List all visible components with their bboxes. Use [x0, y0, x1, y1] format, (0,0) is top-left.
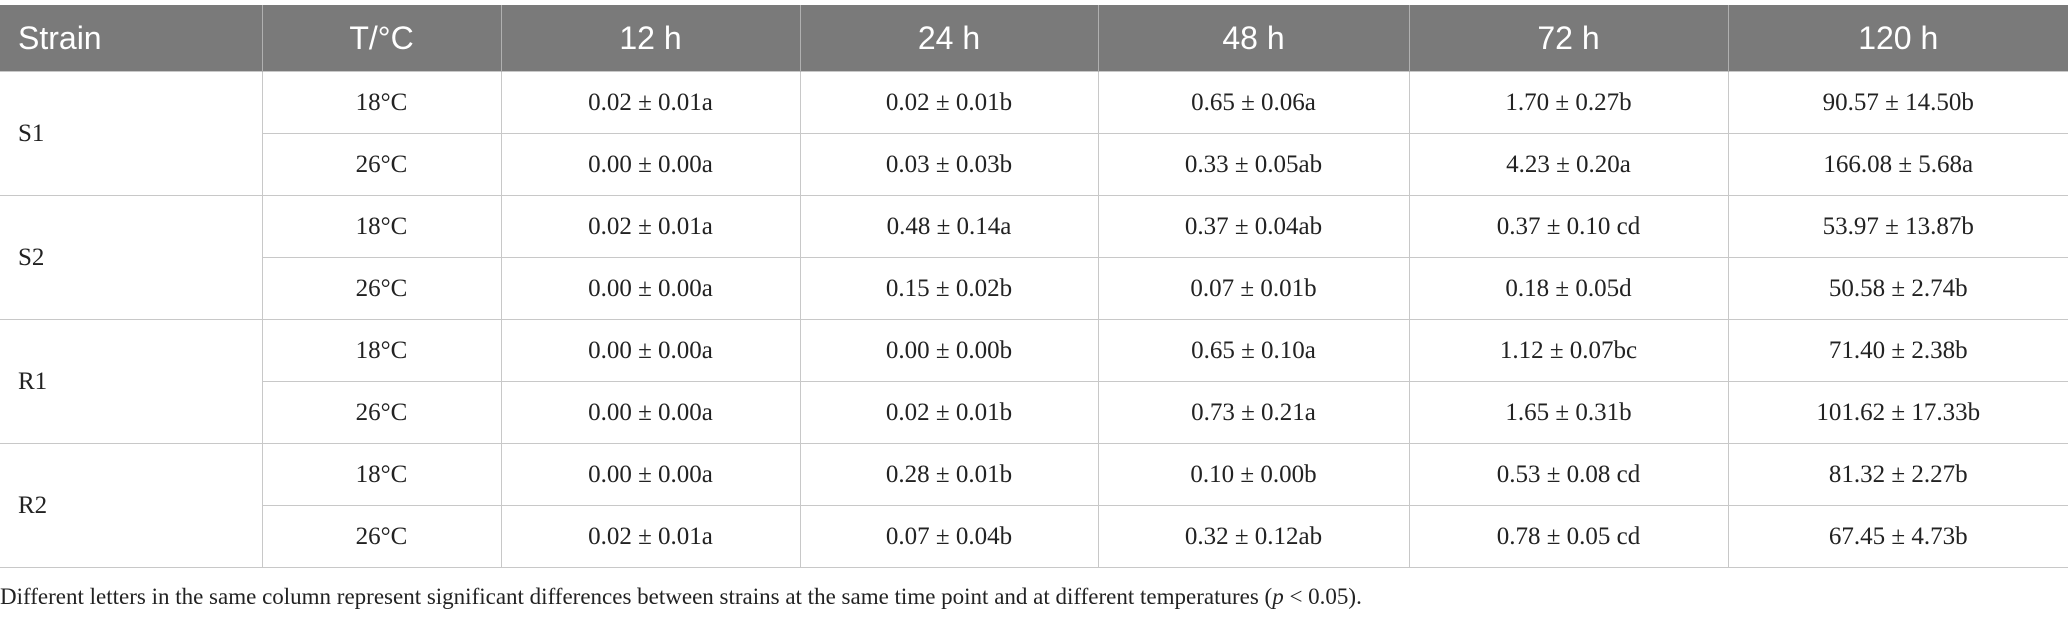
- temperature-cell: 26°C: [261, 133, 502, 196]
- temperature-cell: 26°C: [261, 257, 502, 320]
- table-cell: 0.02 ± 0.01b: [799, 381, 1099, 444]
- table-cell: 71.40 ± 2.38b: [1727, 319, 2068, 382]
- strain-cell: R2: [0, 443, 263, 568]
- header-temperature: T/°C: [261, 5, 501, 72]
- table-cell: 81.32 ± 2.27b: [1727, 443, 2068, 506]
- table-cell: 0.00 ± 0.00a: [500, 133, 801, 196]
- table-cell: 0.32 ± 0.12ab: [1097, 505, 1410, 568]
- table-cell: 0.48 ± 0.14a: [799, 195, 1099, 258]
- temperature-cell: 18°C: [261, 443, 502, 506]
- table-cell: 0.02 ± 0.01b: [799, 71, 1099, 134]
- table-cell: 1.12 ± 0.07bc: [1408, 319, 1729, 382]
- table-cell: 53.97 ± 13.87b: [1727, 195, 2068, 258]
- table-cell: 0.03 ± 0.03b: [799, 133, 1099, 196]
- temperature-cell: 18°C: [261, 71, 502, 134]
- table-cell: 0.73 ± 0.21a: [1097, 381, 1410, 444]
- table-cell: 67.45 ± 4.73b: [1727, 505, 2068, 568]
- table-cell: 0.10 ± 0.00b: [1097, 443, 1410, 506]
- table-cell: 0.02 ± 0.01a: [500, 195, 801, 258]
- header-24h: 24 h: [799, 5, 1098, 72]
- temperature-cell: 18°C: [261, 195, 502, 258]
- results-table-container: Strain T/°C 12 h 24 h 48 h 72 h 120 h S1…: [0, 5, 2068, 568]
- table-cell: 0.00 ± 0.00b: [799, 319, 1099, 382]
- strain-cell: S2: [0, 195, 263, 320]
- table-row: S1 18°C 0.02 ± 0.01a 0.02 ± 0.01b 0.65 ±…: [0, 71, 2068, 196]
- table-cell: 0.15 ± 0.02b: [799, 257, 1099, 320]
- temperature-cell: 18°C: [261, 319, 502, 382]
- table-row: 26°C 0.00 ± 0.00a 0.02 ± 0.01b 0.73 ± 0.…: [0, 381, 2068, 444]
- header-row: Strain T/°C 12 h 24 h 48 h 72 h 120 h: [0, 5, 2068, 72]
- table-row: 26°C 0.00 ± 0.00a 0.15 ± 0.02b 0.07 ± 0.…: [0, 257, 2068, 320]
- header-strain: Strain: [0, 5, 262, 72]
- table-cell: 0.65 ± 0.06a: [1097, 71, 1410, 134]
- temperature-cell: 26°C: [261, 505, 502, 568]
- table-row: R2 18°C 0.00 ± 0.00a 0.28 ± 0.01b 0.10 ±…: [0, 443, 2068, 568]
- footnote-text: Different letters in the same column rep…: [0, 584, 1273, 609]
- temperature-cell: 26°C: [261, 381, 502, 444]
- table-cell: 0.00 ± 0.00a: [500, 319, 801, 382]
- results-table: Strain T/°C 12 h 24 h 48 h 72 h 120 h S1…: [0, 5, 2068, 568]
- header-48h: 48 h: [1097, 5, 1409, 72]
- header-120h: 120 h: [1727, 5, 2068, 72]
- table-cell: 0.07 ± 0.01b: [1097, 257, 1410, 320]
- table-cell: 0.37 ± 0.10 cd: [1408, 195, 1729, 258]
- table-row: 26°C 0.00 ± 0.00a 0.03 ± 0.03b 0.33 ± 0.…: [0, 133, 2068, 196]
- strain-cell: R1: [0, 319, 263, 444]
- header-12h: 12 h: [500, 5, 800, 72]
- table-cell: 0.07 ± 0.04b: [799, 505, 1099, 568]
- table-cell: 1.65 ± 0.31b: [1408, 381, 1729, 444]
- table-cell: 50.58 ± 2.74b: [1727, 257, 2068, 320]
- table-cell: 166.08 ± 5.68a: [1727, 133, 2068, 196]
- strain-cell: S1: [0, 71, 263, 196]
- table-cell: 0.28 ± 0.01b: [799, 443, 1099, 506]
- table-cell: 4.23 ± 0.20a: [1408, 133, 1729, 196]
- table-cell: 0.00 ± 0.00a: [500, 257, 801, 320]
- table-cell: 0.02 ± 0.01a: [500, 71, 801, 134]
- footnote-p-symbol: p: [1272, 584, 1284, 609]
- table-cell: 1.70 ± 0.27b: [1408, 71, 1729, 134]
- table-cell: 0.65 ± 0.10a: [1097, 319, 1410, 382]
- table-cell: 0.00 ± 0.00a: [500, 381, 801, 444]
- table-cell: 101.62 ± 17.33b: [1727, 381, 2068, 444]
- table-cell: 0.33 ± 0.05ab: [1097, 133, 1410, 196]
- table-row: S2 18°C 0.02 ± 0.01a 0.48 ± 0.14a 0.37 ±…: [0, 195, 2068, 320]
- table-cell: 0.02 ± 0.01a: [500, 505, 801, 568]
- table-row: 26°C 0.02 ± 0.01a 0.07 ± 0.04b 0.32 ± 0.…: [0, 505, 2068, 568]
- table-cell: 0.53 ± 0.08 cd: [1408, 443, 1729, 506]
- table-cell: 0.37 ± 0.04ab: [1097, 195, 1410, 258]
- table-row: R1 18°C 0.00 ± 0.00a 0.00 ± 0.00b 0.65 ±…: [0, 319, 2068, 444]
- table-footnote: Different letters in the same column rep…: [0, 584, 1362, 610]
- table-cell: 90.57 ± 14.50b: [1727, 71, 2068, 134]
- table-cell: 0.18 ± 0.05d: [1408, 257, 1729, 320]
- table-cell: 0.00 ± 0.00a: [500, 443, 801, 506]
- table-cell: 0.78 ± 0.05 cd: [1408, 505, 1729, 568]
- header-72h: 72 h: [1408, 5, 1728, 72]
- footnote-threshold: < 0.05).: [1283, 584, 1362, 609]
